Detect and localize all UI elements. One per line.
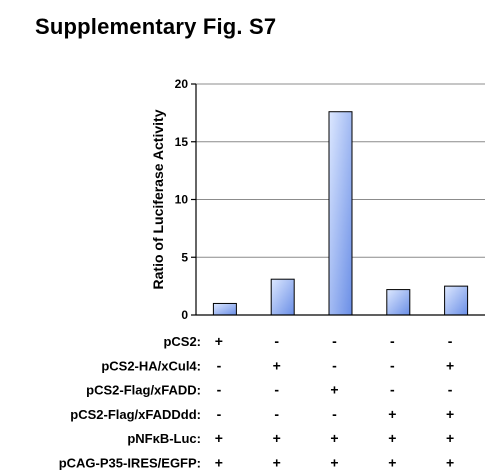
condition-sign: + <box>388 455 396 471</box>
condition-sign: - <box>217 406 222 422</box>
condition-sign: + <box>446 357 454 373</box>
axes <box>191 83 485 316</box>
figure-title: Supplementary Fig. S7 <box>35 14 277 39</box>
condition-sign: + <box>446 455 454 471</box>
condition-sign: - <box>274 406 279 422</box>
bar-1 <box>212 302 237 316</box>
condition-label: pCS2-Flag/xFADDdd: <box>70 407 201 422</box>
condition-sign: - <box>390 333 395 349</box>
condition-sign: - <box>448 333 453 349</box>
condition-sign: + <box>330 430 338 446</box>
condition-sign: + <box>215 430 223 446</box>
bar-4 <box>386 289 411 316</box>
bar-2 <box>270 278 295 316</box>
bar-3 <box>328 111 353 316</box>
y-tick-label: 15 <box>175 135 189 149</box>
bar-5 <box>444 285 469 316</box>
condition-sign: - <box>217 357 222 373</box>
condition-label: pCAG-P35-IRES/EGFP: <box>59 456 201 471</box>
condition-sign: - <box>390 382 395 398</box>
condition-sign: - <box>390 357 395 373</box>
condition-sign: + <box>330 455 338 471</box>
condition-label: pCS2-HA/xCul4: <box>101 358 201 373</box>
condition-sign: + <box>215 333 223 349</box>
condition-sign: + <box>330 382 338 398</box>
condition-sign: + <box>273 430 281 446</box>
condition-sign: + <box>388 406 396 422</box>
y-tick-label: 20 <box>175 77 189 91</box>
labels: 0 5 10 15 20 Ratio of Luciferase Activity pCS2… <box>59 77 454 471</box>
condition-sign: - <box>448 382 453 398</box>
y-axis-label: Ratio of Luciferase Activity <box>150 109 166 289</box>
condition-sign: + <box>273 455 281 471</box>
condition-label: pCS2-Flag/xFADD: <box>86 383 201 398</box>
condition-sign: - <box>274 382 279 398</box>
condition-sign: - <box>217 382 222 398</box>
y-tick-label: 0 <box>181 308 188 322</box>
condition-sign: - <box>332 333 337 349</box>
condition-sign: + <box>388 430 396 446</box>
condition-sign: - <box>332 406 337 422</box>
condition-label: pNFκB-Luc: <box>127 431 201 446</box>
bars <box>212 111 469 316</box>
y-tick-label: 10 <box>175 193 189 207</box>
condition-label: pCS2: <box>163 334 201 349</box>
condition-sign: + <box>273 357 281 373</box>
y-tick-label: 5 <box>181 250 188 264</box>
condition-sign: - <box>332 357 337 373</box>
condition-sign: + <box>446 430 454 446</box>
condition-sign: + <box>215 455 223 471</box>
condition-sign: + <box>446 406 454 422</box>
condition-sign: - <box>274 333 279 349</box>
